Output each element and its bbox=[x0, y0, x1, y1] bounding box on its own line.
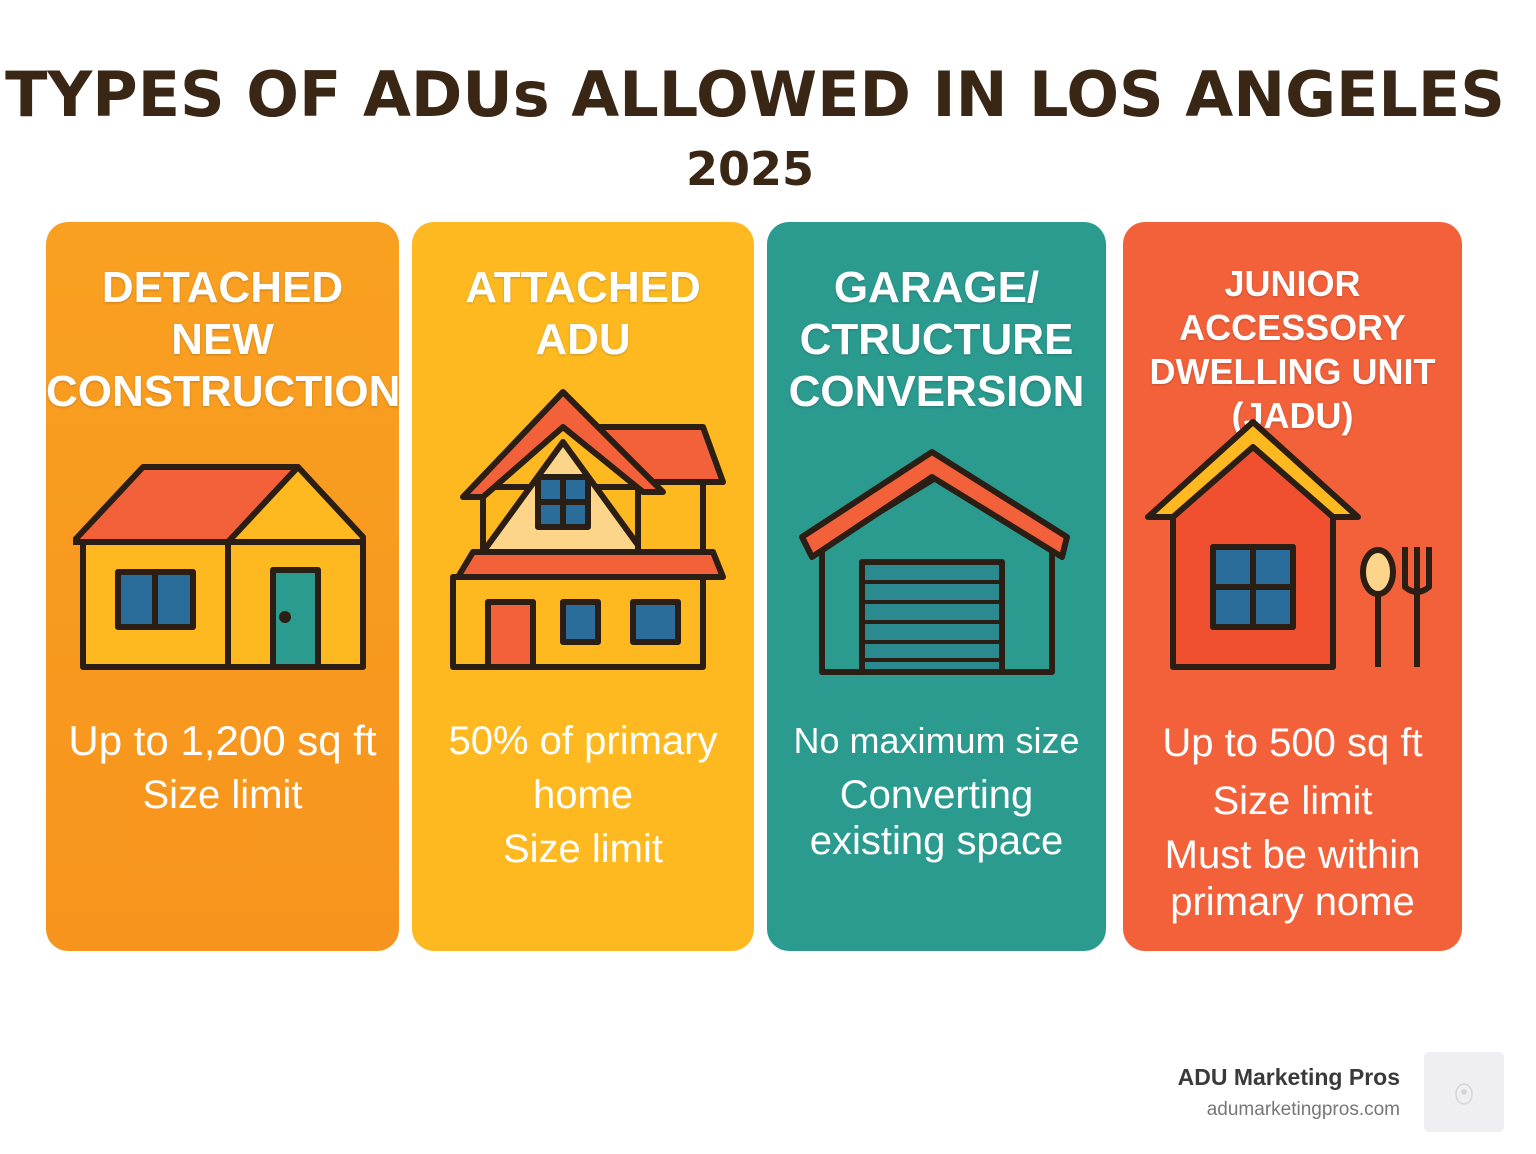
card-detached: DETACHED NEW CONSTRUCTION Up to 1,200 sq f… bbox=[46, 222, 401, 951]
brand-name: ADU Marketing Pros bbox=[1177, 1064, 1400, 1090]
title-line: ATTACHED bbox=[465, 263, 701, 312]
desc-line: Size limit bbox=[502, 827, 664, 871]
card-garage-conversion: GARAGE/CTRUCTURE CONVERSION No maximum si… bbox=[767, 222, 1106, 951]
desc-line: Size limit bbox=[142, 773, 303, 817]
brand-url: adumarketingpros.com bbox=[1206, 1099, 1400, 1120]
page-title: TYPES OF ADUs ALLOWED IN LOS ANGELES bbox=[5, 58, 1505, 131]
card-description: Up to 1,200 sq ft Size limit bbox=[46, 714, 399, 822]
card-title: GARAGE/CTRUCTURE CONVERSION bbox=[767, 262, 1106, 418]
desc-line: 50% of primary bbox=[448, 719, 718, 763]
detached-house-icon bbox=[72, 464, 366, 670]
house-with-utensils-icon bbox=[1144, 419, 1432, 670]
title-line: JUNIOR ACCESSORY bbox=[1179, 263, 1406, 348]
desc-line: Up to 500 sq ft bbox=[1162, 721, 1423, 765]
card-title: DETACHED NEW CONSTRUCTION bbox=[46, 262, 401, 418]
title-line: NEW bbox=[171, 315, 274, 364]
desc-line: No maximum size bbox=[793, 720, 1080, 761]
title-line: CONVERSION bbox=[788, 367, 1085, 416]
title-line: CONSTRUCTION bbox=[46, 367, 401, 416]
title-line: GARAGE/ bbox=[833, 263, 1040, 312]
card-description: Up to 500 sq ft Size limit Must be within p… bbox=[1123, 714, 1462, 924]
attached-house-icon bbox=[450, 389, 726, 670]
desc-line: home bbox=[532, 773, 634, 817]
card-description: No maximum size Converting existing space bbox=[767, 714, 1106, 864]
desc-line: existing space bbox=[809, 819, 1064, 863]
title-line: DWELLING UNIT bbox=[1149, 351, 1436, 392]
card-attached: ATTACHED ADU 50% of primary home Size limit bbox=[412, 222, 754, 951]
desc-line: primary nome bbox=[1170, 880, 1415, 924]
desc-line: Converting bbox=[839, 773, 1034, 817]
garage-icon bbox=[798, 449, 1070, 675]
desc-line: Size limit bbox=[1212, 779, 1373, 823]
desc-line: Up to 1,200 sq ft bbox=[68, 717, 377, 764]
brand-logo-icon bbox=[1424, 1052, 1504, 1132]
title-line: CTRUCTURE bbox=[799, 315, 1074, 364]
brand-block: ADU Marketing Pros adumarketingpros.com bbox=[1150, 1064, 1400, 1121]
card-description: 50% of primary home Size limit bbox=[412, 714, 754, 876]
title-line: DETACHED bbox=[101, 263, 344, 312]
title-line: ADU bbox=[535, 315, 631, 364]
year-subtitle: 2025 bbox=[685, 142, 815, 196]
card-title: ATTACHED ADU bbox=[412, 262, 754, 366]
desc-line: Must be within bbox=[1164, 833, 1421, 877]
card-jadu: JUNIOR ACCESSORY DWELLING UNIT (JADU) Up t… bbox=[1123, 222, 1462, 951]
card-title: JUNIOR ACCESSORY DWELLING UNIT (JADU) bbox=[1123, 262, 1462, 438]
